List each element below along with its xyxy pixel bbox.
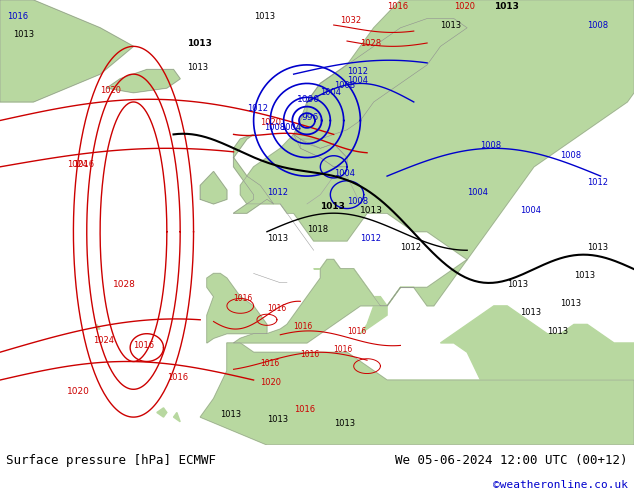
Text: 1004: 1004 — [521, 206, 541, 215]
Polygon shape — [200, 343, 634, 445]
Text: 1012: 1012 — [401, 243, 422, 252]
Text: 1013: 1013 — [13, 30, 34, 39]
Text: 1013: 1013 — [360, 206, 384, 215]
Text: 1018: 1018 — [307, 225, 328, 234]
Text: 1016: 1016 — [134, 341, 155, 349]
Text: 1012: 1012 — [267, 188, 288, 196]
Polygon shape — [314, 260, 387, 334]
Polygon shape — [387, 28, 467, 102]
Text: 1016: 1016 — [74, 160, 94, 169]
Text: 1016: 1016 — [387, 2, 408, 11]
Polygon shape — [200, 172, 227, 204]
Text: 1020: 1020 — [261, 118, 281, 127]
Polygon shape — [414, 56, 481, 121]
Text: 1016: 1016 — [7, 12, 28, 21]
Text: 1024: 1024 — [67, 160, 87, 169]
Text: 1000: 1000 — [297, 95, 320, 104]
Polygon shape — [320, 144, 347, 167]
Text: 1016: 1016 — [261, 359, 280, 368]
Text: 1016: 1016 — [233, 294, 253, 303]
Text: 1013: 1013 — [560, 299, 582, 308]
Polygon shape — [107, 70, 180, 93]
Polygon shape — [233, 0, 634, 343]
Text: 1013: 1013 — [441, 21, 462, 30]
Text: 1016: 1016 — [167, 373, 188, 382]
Text: 996: 996 — [302, 113, 319, 122]
Text: 1012: 1012 — [347, 67, 368, 76]
Polygon shape — [441, 306, 634, 380]
Text: 1016: 1016 — [267, 303, 286, 313]
Text: 1016: 1016 — [294, 322, 313, 331]
Text: 1013: 1013 — [574, 271, 595, 280]
Text: 1008: 1008 — [333, 81, 355, 90]
Text: 1013: 1013 — [267, 234, 288, 243]
Text: 1013: 1013 — [521, 308, 541, 317]
Text: 1020: 1020 — [261, 378, 281, 387]
Text: 1008: 1008 — [264, 123, 285, 132]
Text: 1013: 1013 — [507, 280, 528, 289]
Text: 1032: 1032 — [340, 16, 361, 25]
Text: Surface pressure [hPa] ECMWF: Surface pressure [hPa] ECMWF — [6, 454, 216, 467]
Text: 1004: 1004 — [467, 188, 488, 196]
Text: 1012: 1012 — [360, 234, 382, 243]
Text: 1016: 1016 — [301, 350, 320, 359]
Text: 1013: 1013 — [587, 243, 609, 252]
Text: 1028: 1028 — [360, 39, 382, 49]
Text: 1004: 1004 — [347, 76, 368, 85]
Text: 1013: 1013 — [320, 201, 345, 211]
Text: 1020: 1020 — [454, 2, 475, 11]
Polygon shape — [0, 0, 134, 102]
Text: 1020: 1020 — [100, 86, 121, 95]
Text: 1012: 1012 — [587, 178, 608, 187]
Text: 1013: 1013 — [187, 39, 212, 49]
Text: 1016: 1016 — [347, 327, 366, 336]
Text: 1016: 1016 — [294, 406, 314, 415]
Text: 1004: 1004 — [333, 169, 354, 178]
Polygon shape — [157, 408, 167, 417]
Text: 1008: 1008 — [560, 150, 582, 160]
Text: 1012: 1012 — [247, 104, 268, 113]
Text: 1008: 1008 — [347, 197, 368, 206]
Text: 1013: 1013 — [220, 410, 242, 419]
Text: 1020: 1020 — [67, 387, 89, 396]
Polygon shape — [174, 413, 180, 422]
Text: 1004: 1004 — [320, 88, 341, 97]
Text: ©weatheronline.co.uk: ©weatheronline.co.uk — [493, 480, 628, 490]
Text: 1013: 1013 — [494, 2, 519, 11]
Text: 1024: 1024 — [93, 336, 114, 345]
Polygon shape — [294, 19, 467, 167]
Text: 1004: 1004 — [280, 123, 301, 132]
Text: 1008: 1008 — [587, 21, 609, 30]
Text: 1028: 1028 — [113, 280, 136, 289]
Polygon shape — [233, 134, 274, 213]
Text: We 05-06-2024 12:00 UTC (00+12): We 05-06-2024 12:00 UTC (00+12) — [395, 454, 628, 467]
Text: 1016: 1016 — [333, 345, 353, 354]
Text: 1013: 1013 — [254, 12, 275, 21]
Polygon shape — [97, 324, 100, 329]
Text: 1013: 1013 — [267, 415, 288, 424]
Text: 1013: 1013 — [547, 327, 568, 336]
Text: 1013: 1013 — [187, 63, 208, 72]
Polygon shape — [207, 273, 267, 343]
Text: 1008: 1008 — [481, 141, 501, 150]
Text: 1013: 1013 — [333, 419, 355, 428]
